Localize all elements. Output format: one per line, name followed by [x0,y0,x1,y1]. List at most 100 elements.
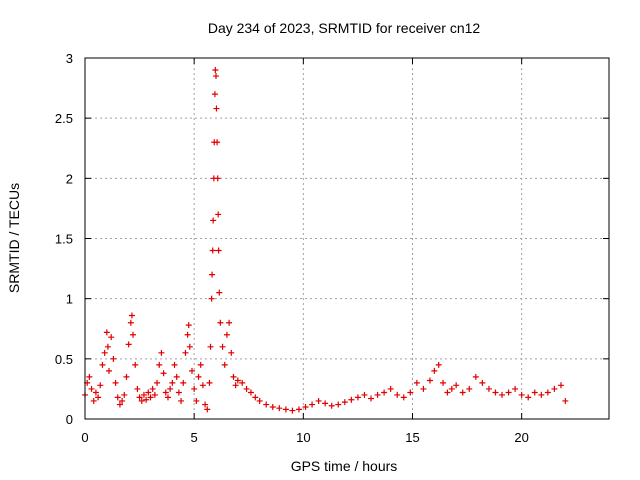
data-point [413,379,420,386]
data-point [247,389,254,396]
data-point [309,401,316,408]
data-point [143,396,150,403]
data-point [169,379,176,386]
data-point [136,394,143,401]
data-point [348,396,355,403]
data-point [202,401,209,408]
data-point [466,385,473,392]
y-tick-label: 2.5 [55,111,73,126]
data-point [106,367,113,374]
data-point [269,403,276,410]
data-point [368,395,375,402]
data-point [328,402,335,409]
data-point [180,379,187,386]
data-point [221,361,228,368]
data-point [158,349,165,356]
data-point [92,389,99,396]
data-point [226,319,233,326]
data-point [426,377,433,384]
data-point [185,322,192,329]
y-tick-label: 0.5 [55,352,73,367]
data-point [99,361,106,368]
data-point [114,394,121,401]
data-point [164,394,171,401]
data-point [151,391,158,398]
data-point [209,247,216,254]
data-point [525,394,532,401]
data-point [154,379,161,386]
data-point [195,373,202,380]
data-point [182,349,189,356]
data-point [282,406,289,413]
data-point [228,349,235,356]
data-point [145,389,152,396]
grid-lines [85,58,609,419]
data-point [400,394,407,401]
data-point [435,361,442,368]
data-point [186,343,193,350]
data-point [217,319,224,326]
data-point [374,391,381,398]
data-point [193,397,200,404]
data-point [431,367,438,374]
data-point [167,385,174,392]
data-point [243,385,250,392]
data-point [197,361,204,368]
y-tick-label: 0 [66,412,73,427]
data-point [276,405,283,412]
data-point [184,331,191,338]
data-point [394,391,401,398]
x-tick-label: 0 [81,430,88,445]
data-point [130,331,137,338]
data-point [123,373,130,380]
data-point [354,394,361,401]
data-point [387,385,394,392]
data-point [110,355,117,362]
data-point [160,370,167,377]
data-point [132,361,139,368]
data-point [223,331,230,338]
data-point [116,401,123,408]
data-point [209,271,216,278]
data-point [206,379,213,386]
data-point [112,379,119,386]
data-point [239,379,246,386]
data-point [216,289,223,296]
data-point [147,394,154,401]
data-point [149,385,156,392]
data-point [219,343,226,350]
data-point [453,382,460,389]
data-point [212,67,219,74]
data-point [479,379,486,386]
data-point [162,389,169,396]
data-point [538,391,545,398]
x-tick-label: 5 [191,430,198,445]
data-point [322,400,329,407]
data-point [341,399,348,406]
data-point [444,389,451,396]
y-tick-label: 3 [66,51,73,66]
data-point [230,373,237,380]
data-point [295,406,302,413]
data-point [232,382,239,389]
data-point [173,373,180,380]
data-point [211,91,218,98]
data-point [544,389,551,396]
data-point [125,341,132,348]
data-point [485,385,492,392]
data-point [551,385,558,392]
data-point [505,389,512,396]
data-point [88,385,95,392]
data-point [128,312,135,319]
y-axis-label: SRMTID / TECUs [6,183,22,293]
x-tick-label: 15 [405,430,419,445]
data-point [103,329,110,336]
data-point [188,367,195,374]
data-point [175,389,182,396]
data-point [407,389,414,396]
data-point [234,377,241,384]
data-point [210,217,217,224]
data-point [215,211,222,218]
x-tick-label: 10 [296,430,310,445]
